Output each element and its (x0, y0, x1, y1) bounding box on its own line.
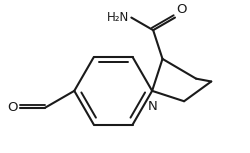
Text: O: O (7, 101, 18, 114)
Text: N: N (147, 100, 156, 113)
Text: O: O (176, 3, 186, 16)
Text: H₂N: H₂N (106, 11, 129, 24)
